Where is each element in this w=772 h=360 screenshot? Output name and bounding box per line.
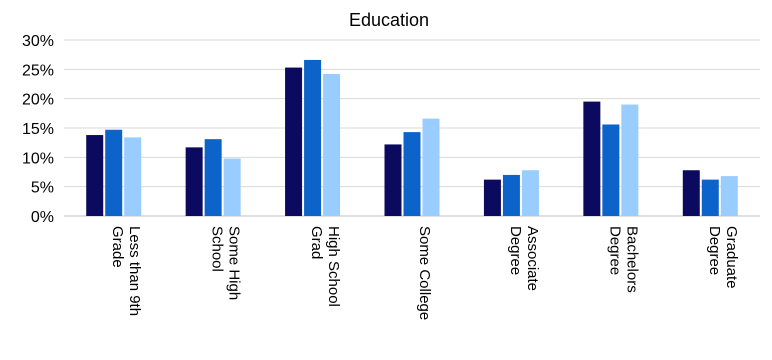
category-label: Less than 9th bbox=[126, 226, 143, 316]
bars bbox=[86, 59, 738, 216]
bar bbox=[285, 67, 303, 216]
y-axis-tick-labels: 0% 5% 10% 15% 20% 25% 30% bbox=[22, 33, 54, 226]
category-label: Associate bbox=[524, 226, 541, 291]
bar bbox=[223, 158, 241, 216]
y-tick-label: 5% bbox=[31, 180, 54, 197]
category-label: Some High bbox=[226, 226, 243, 300]
bar bbox=[682, 170, 700, 216]
y-tick-label: 25% bbox=[22, 62, 54, 79]
chart-title: Education bbox=[349, 10, 429, 30]
bar bbox=[185, 147, 203, 216]
y-tick-label: 30% bbox=[22, 33, 54, 50]
bar bbox=[403, 132, 421, 216]
bar bbox=[124, 137, 142, 216]
category-label: High School bbox=[325, 226, 342, 307]
bar bbox=[701, 179, 719, 216]
category-label: School bbox=[209, 226, 226, 272]
bar bbox=[384, 144, 402, 216]
bar bbox=[105, 129, 123, 216]
category-label: Some College bbox=[416, 226, 433, 320]
bar bbox=[502, 174, 520, 216]
bar bbox=[602, 124, 620, 216]
bar bbox=[323, 74, 341, 216]
category-label: Degree bbox=[606, 226, 623, 275]
y-tick-label: 10% bbox=[22, 150, 54, 167]
bar bbox=[86, 135, 104, 216]
y-tick-label: 15% bbox=[22, 121, 54, 138]
category-label: Bachelors bbox=[623, 226, 640, 293]
y-tick-label: 0% bbox=[31, 209, 54, 226]
bar bbox=[422, 118, 440, 216]
category-label: Graduate bbox=[723, 226, 740, 289]
bar bbox=[204, 139, 222, 216]
bar bbox=[621, 104, 639, 216]
bar bbox=[304, 59, 322, 216]
y-tick-label: 20% bbox=[22, 92, 54, 109]
bar bbox=[521, 170, 539, 216]
category-label: Grade bbox=[109, 226, 126, 268]
bar bbox=[583, 101, 601, 216]
category-label: Degree bbox=[706, 226, 723, 275]
category-label: Degree bbox=[507, 226, 524, 275]
bar bbox=[483, 179, 501, 216]
bar bbox=[720, 176, 738, 216]
category-label: Grad bbox=[308, 226, 325, 259]
